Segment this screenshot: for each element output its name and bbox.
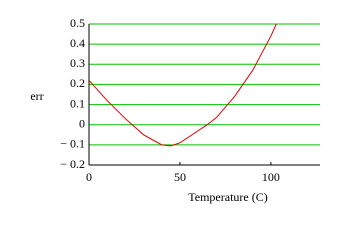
y-tick-label: 0.4 — [70, 36, 85, 50]
y-axis-label: err — [30, 89, 43, 103]
y-tick-label: − 0.1 — [60, 137, 85, 151]
y-tick-label: 0.1 — [70, 96, 85, 110]
line — [89, 23, 277, 147]
y-tick-label: 0.5 — [70, 16, 85, 30]
chart: err Temperature (C) − 0.2 − 0.1 0 0.1 0.2 0.3… — [30, 16, 320, 204]
y-tick-label: 0.3 — [70, 56, 85, 70]
y-tick-label: 0.2 — [70, 76, 85, 90]
x-tick-label: 100 — [262, 170, 280, 184]
y-tick-label: 0 — [79, 116, 85, 130]
x-tick-label: 0 — [86, 170, 92, 184]
x-axis-label: Temperature (C) — [188, 190, 267, 204]
y-tick-label: − 0.2 — [60, 157, 85, 171]
x-tick-label: 50 — [174, 170, 186, 184]
